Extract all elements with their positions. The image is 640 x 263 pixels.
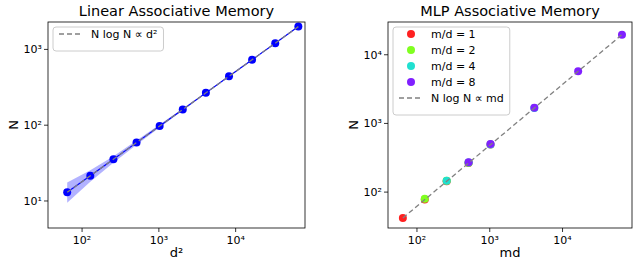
- legend-marker: [407, 46, 415, 54]
- y-tick: [384, 54, 388, 55]
- frame: [388, 22, 632, 228]
- legend-marker: [407, 62, 415, 70]
- title: Linear Associative Memory: [79, 3, 275, 19]
- y-tick: [44, 125, 48, 126]
- panel: MLP Associative Memory md N 10² 10³ 10⁴ 10² 10³…: [346, 3, 632, 260]
- y-tick-label: 10³: [364, 117, 382, 130]
- x-tick-label: 10³: [481, 234, 499, 247]
- y-tick: [384, 123, 388, 124]
- y-tick-label: 10²: [364, 186, 382, 199]
- x-tick-label: 10²: [73, 234, 91, 247]
- x-tick: [489, 228, 490, 232]
- x-label: d²: [170, 245, 183, 260]
- x-tick: [158, 228, 159, 232]
- legend-label: m/d = 8: [431, 76, 476, 89]
- x-tick: [562, 228, 563, 232]
- y-tick-label: 10⁴: [364, 49, 383, 62]
- legend-marker: [407, 30, 415, 38]
- x-tick: [82, 228, 83, 232]
- figure: Linear Associative Memoryd²N10²10³10⁴10¹…: [0, 0, 640, 263]
- legend-label: N log N ∝ md: [431, 92, 504, 105]
- legend: m/d = 1 m/d = 2 m/d = 4 m/d = 8 N log N ∝ md: [393, 27, 510, 115]
- legend-line: [59, 33, 83, 34]
- y-tick: [44, 49, 48, 50]
- band: [67, 26, 298, 202]
- y-label: N: [6, 120, 21, 130]
- y-label: N: [346, 120, 361, 130]
- y-tick-label: 10¹: [24, 195, 42, 208]
- legend-label: m/d = 2: [431, 44, 476, 57]
- line: [403, 35, 622, 218]
- legend-label: m/d = 1: [431, 28, 476, 41]
- y-tick-label: 10²: [24, 119, 42, 132]
- y-tick: [44, 200, 48, 201]
- legend-label: N log N ∝ d²: [91, 28, 157, 41]
- plot-area: [399, 31, 626, 222]
- panel: Linear Associative Memoryd²N10²10³10⁴10¹…: [6, 3, 305, 260]
- x-tick-label: 10²: [408, 234, 426, 247]
- legend: N log N ∝ d²: [53, 27, 163, 51]
- legend-label: m/d = 4: [431, 60, 476, 73]
- x-label: md: [500, 245, 521, 260]
- x-tick-label: 10³: [150, 234, 168, 247]
- legend-box: [393, 27, 510, 115]
- title: MLP Associative Memory: [420, 3, 600, 19]
- y-tick: [384, 192, 388, 193]
- x-tick-label: 10⁴: [226, 234, 245, 247]
- legend-line: [399, 97, 423, 98]
- legend-box: [53, 27, 163, 51]
- x-tick: [235, 228, 236, 232]
- x-tick: [416, 228, 417, 232]
- y-tick-label: 10³: [24, 43, 42, 56]
- frame: [48, 22, 305, 228]
- legend-marker: [407, 78, 415, 86]
- x-tick-label: 10⁴: [553, 234, 572, 247]
